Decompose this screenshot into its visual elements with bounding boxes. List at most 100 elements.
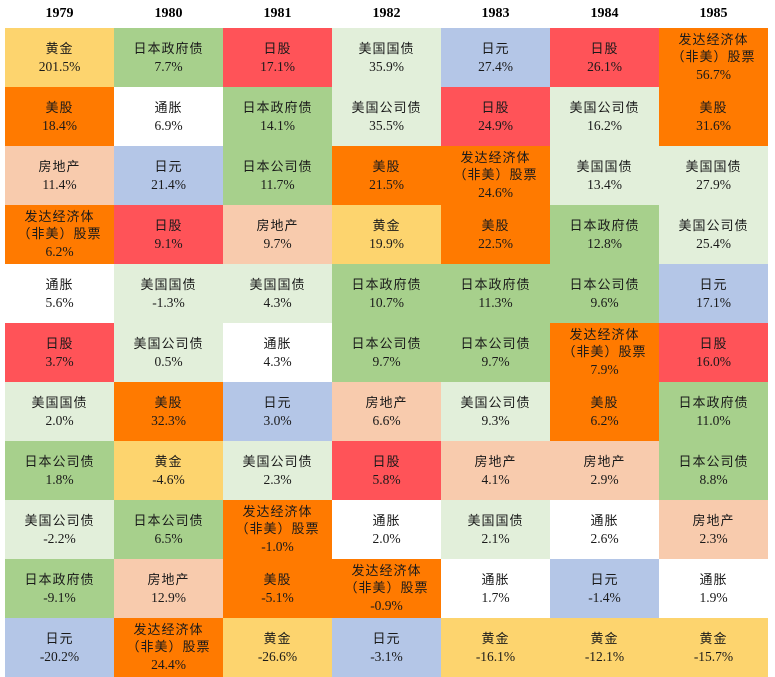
asset-label: 美国国债 [358, 41, 415, 57]
asset-cell: 日本公司债 8.8% [659, 441, 768, 500]
asset-cell: 发达经济体 （非美）股票 56.7% [659, 28, 768, 87]
asset-return-value: -1.4% [588, 589, 621, 605]
asset-cell: 房地产 6.6% [332, 382, 441, 441]
asset-label: 美股 [45, 100, 74, 116]
asset-label: 房地产 [38, 159, 81, 175]
asset-label: 日股 [154, 218, 183, 234]
asset-return-value: 7.7% [154, 58, 183, 74]
asset-return-value: 5.6% [45, 294, 74, 310]
asset-label: 美国公司债 [569, 100, 640, 116]
asset-cell: 美股 -5.1% [223, 559, 332, 618]
asset-return-value: 35.9% [369, 58, 404, 74]
asset-return-value: 21.5% [369, 176, 404, 192]
asset-cell: 日股 9.1% [114, 205, 223, 264]
asset-cell: 日本政府债 -9.1% [5, 559, 114, 618]
asset-cell: 日本公司债 6.5% [114, 500, 223, 559]
asset-label: 黄金 [45, 41, 74, 57]
asset-cell: 通胀 1.7% [441, 559, 550, 618]
asset-return-value: -2.2% [43, 530, 76, 546]
asset-return-value: 12.8% [587, 235, 622, 251]
asset-label: 通胀 [590, 513, 619, 529]
asset-cell: 黄金 -12.1% [550, 618, 659, 677]
asset-label: 美股 [263, 572, 292, 588]
asset-cell: 日本公司债 9.6% [550, 264, 659, 323]
asset-return-value: 9.7% [263, 235, 292, 251]
asset-label: 通胀 [45, 277, 74, 293]
asset-label: 日本公司债 [351, 336, 422, 352]
asset-return-value: -3.1% [370, 648, 403, 664]
asset-cell: 通胀 2.0% [332, 500, 441, 559]
asset-label: 通胀 [154, 100, 183, 116]
asset-label: 美国国债 [467, 513, 524, 529]
asset-cell: 通胀 4.3% [223, 323, 332, 382]
asset-return-value: -4.6% [152, 471, 185, 487]
asset-return-value: 16.2% [587, 117, 622, 133]
asset-cell: 日本政府债 7.7% [114, 28, 223, 87]
asset-return-value: 24.4% [151, 657, 186, 672]
asset-cell: 日本公司债 9.7% [441, 323, 550, 382]
asset-return-value: 2.3% [263, 471, 292, 487]
asset-label: 日本公司债 [569, 277, 640, 293]
asset-cell: 日股 26.1% [550, 28, 659, 87]
asset-cell: 房地产 12.9% [114, 559, 223, 618]
asset-return-value: 14.1% [260, 117, 295, 133]
asset-return-value: 56.7% [696, 67, 731, 82]
asset-cell: 发达经济体 （非美）股票 24.6% [441, 146, 550, 205]
asset-label: 发达经济体 （非美）股票 [562, 328, 647, 360]
asset-label: 通胀 [481, 572, 510, 588]
asset-return-value: -26.6% [257, 648, 298, 664]
asset-cell: 美股 21.5% [332, 146, 441, 205]
year-header: 1982 [372, 6, 401, 21]
asset-cell: 美国国债 27.9% [659, 146, 768, 205]
asset-cell: 日本政府债 14.1% [223, 87, 332, 146]
asset-return-value: -1.0% [261, 539, 294, 554]
asset-return-value: 6.2% [590, 412, 619, 428]
asset-return-value: -15.7% [693, 648, 734, 664]
asset-return-value: 10.7% [369, 294, 404, 310]
asset-cell: 通胀 6.9% [114, 87, 223, 146]
asset-return-value: 5.8% [372, 471, 401, 487]
asset-label: 日本公司债 [678, 454, 749, 470]
asset-label: 日本政府债 [569, 218, 640, 234]
asset-label: 日本政府债 [678, 395, 749, 411]
asset-cell: 美国国债 4.3% [223, 264, 332, 323]
asset-label: 发达经济体 （非美）股票 [235, 505, 320, 537]
asset-return-value: 12.9% [151, 589, 186, 605]
asset-label: 日元 [154, 159, 183, 175]
asset-cell: 美国公司债 9.3% [441, 382, 550, 441]
asset-label: 日元 [699, 277, 728, 293]
asset-cell: 黄金 -16.1% [441, 618, 550, 677]
asset-cell: 通胀 5.6% [5, 264, 114, 323]
asset-cell: 日股 5.8% [332, 441, 441, 500]
asset-label: 日股 [590, 41, 619, 57]
year-header: 1985 [699, 6, 728, 21]
asset-return-value: 3.0% [263, 412, 292, 428]
asset-cell: 美股 22.5% [441, 205, 550, 264]
asset-cell: 日本公司债 11.7% [223, 146, 332, 205]
year-header: 1979 [45, 6, 74, 21]
asset-return-value: 19.9% [369, 235, 404, 251]
asset-label: 日本公司债 [133, 513, 204, 529]
year-header: 1981 [263, 6, 292, 21]
asset-cell: 日本政府债 11.3% [441, 264, 550, 323]
asset-cell: 房地产 4.1% [441, 441, 550, 500]
asset-cell: 美国公司债 0.5% [114, 323, 223, 382]
asset-cell: 发达经济体 （非美）股票 7.9% [550, 323, 659, 382]
asset-cell: 美股 18.4% [5, 87, 114, 146]
asset-cell: 美国公司债 16.2% [550, 87, 659, 146]
asset-cell: 黄金 201.5% [5, 28, 114, 87]
asset-label: 美国公司债 [24, 513, 95, 529]
asset-label: 黄金 [699, 631, 728, 647]
asset-return-value: 201.5% [38, 58, 81, 74]
asset-cell: 日本政府债 11.0% [659, 382, 768, 441]
asset-cell: 美股 32.3% [114, 382, 223, 441]
asset-return-value: -12.1% [584, 648, 625, 664]
asset-return-ranking-table: 1979 1980 1981 1982 1983 1984 1985 黄金 201.5% 美股 18… [5, 6, 768, 677]
asset-label: 日元 [481, 41, 510, 57]
asset-cell: 日元 17.1% [659, 264, 768, 323]
asset-return-value: 2.3% [699, 530, 728, 546]
year-header: 1983 [481, 6, 510, 21]
asset-return-value: 17.1% [696, 294, 731, 310]
asset-cell: 日本政府债 12.8% [550, 205, 659, 264]
asset-return-value: -9.1% [43, 589, 76, 605]
